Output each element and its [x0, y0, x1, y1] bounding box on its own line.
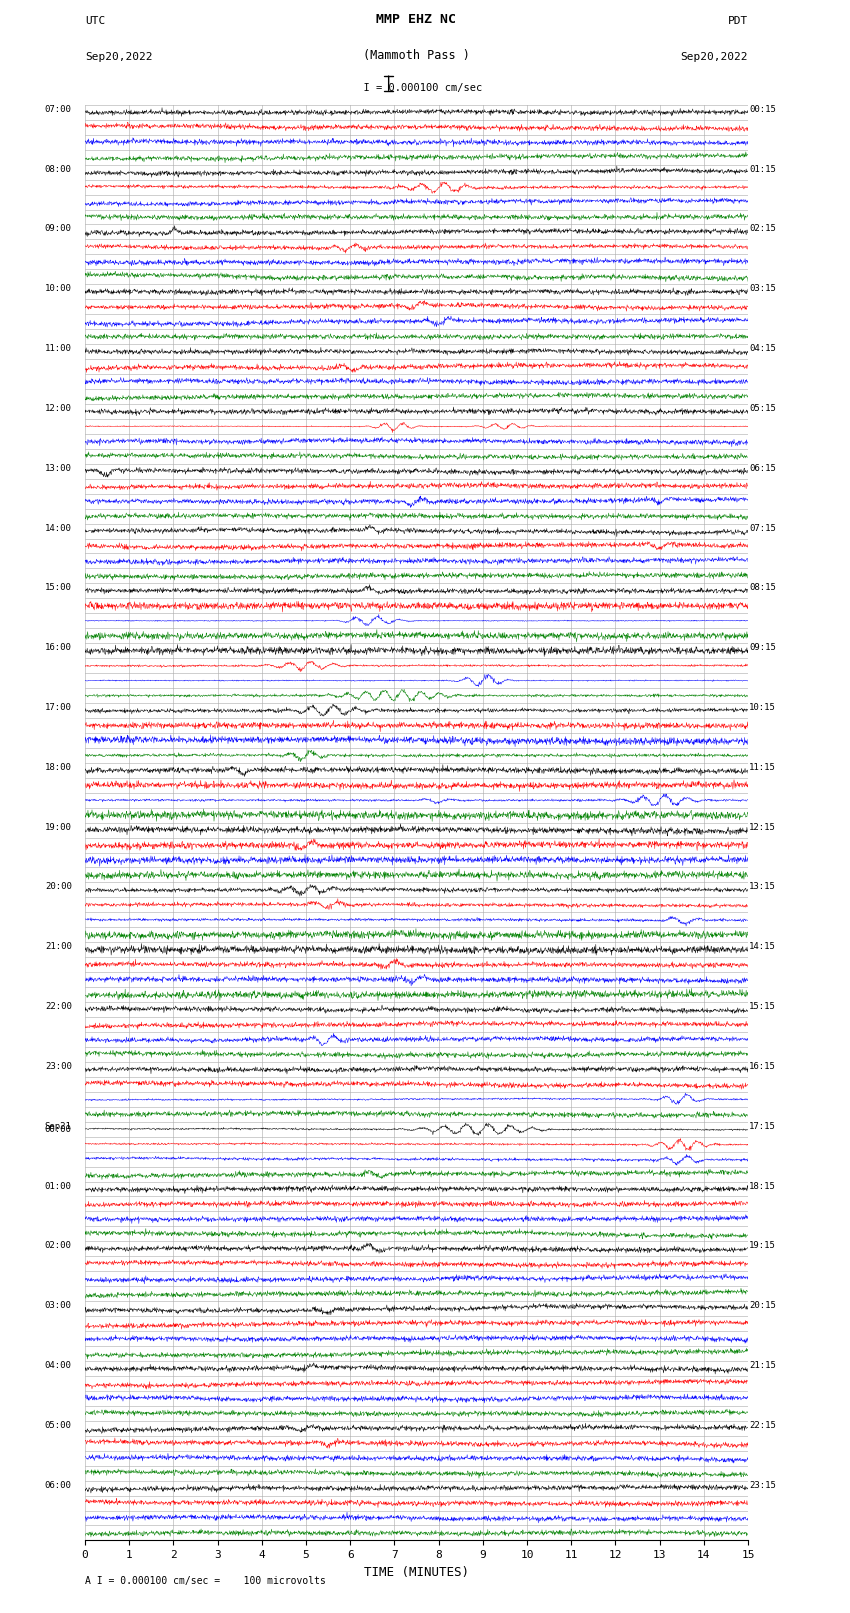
Text: Sep21: Sep21 [45, 1121, 71, 1131]
Text: 19:00: 19:00 [45, 823, 71, 832]
X-axis label: TIME (MINUTES): TIME (MINUTES) [364, 1566, 469, 1579]
Text: 18:00: 18:00 [45, 763, 71, 771]
Text: 04:00: 04:00 [45, 1361, 71, 1369]
Text: Sep20,2022: Sep20,2022 [85, 52, 152, 61]
Text: MMP EHZ NC: MMP EHZ NC [377, 13, 456, 26]
Text: 00:00: 00:00 [45, 1124, 71, 1134]
Text: 17:00: 17:00 [45, 703, 71, 711]
Text: (Mammoth Pass ): (Mammoth Pass ) [363, 48, 470, 61]
Text: 08:00: 08:00 [45, 165, 71, 174]
Text: 12:00: 12:00 [45, 403, 71, 413]
Text: I = 0.000100 cm/sec: I = 0.000100 cm/sec [351, 84, 482, 94]
Text: 11:00: 11:00 [45, 344, 71, 353]
Text: 09:15: 09:15 [750, 644, 776, 652]
Text: 17:15: 17:15 [750, 1121, 776, 1131]
Text: 23:00: 23:00 [45, 1061, 71, 1071]
Text: PDT: PDT [728, 16, 748, 26]
Text: UTC: UTC [85, 16, 105, 26]
Text: 04:15: 04:15 [750, 344, 776, 353]
Text: 00:15: 00:15 [750, 105, 776, 115]
Text: 15:00: 15:00 [45, 584, 71, 592]
Text: 22:00: 22:00 [45, 1002, 71, 1011]
Text: 01:15: 01:15 [750, 165, 776, 174]
Text: 20:15: 20:15 [750, 1302, 776, 1310]
Text: 09:00: 09:00 [45, 224, 71, 234]
Text: 14:00: 14:00 [45, 524, 71, 532]
Text: 18:15: 18:15 [750, 1181, 776, 1190]
Text: 19:15: 19:15 [750, 1242, 776, 1250]
Text: 08:15: 08:15 [750, 584, 776, 592]
Text: 02:00: 02:00 [45, 1242, 71, 1250]
Text: 14:15: 14:15 [750, 942, 776, 952]
Text: 01:00: 01:00 [45, 1181, 71, 1190]
Text: 11:15: 11:15 [750, 763, 776, 771]
Text: 21:15: 21:15 [750, 1361, 776, 1369]
Text: A I = 0.000100 cm/sec =    100 microvolts: A I = 0.000100 cm/sec = 100 microvolts [85, 1576, 326, 1586]
Text: 07:15: 07:15 [750, 524, 776, 532]
Text: 12:15: 12:15 [750, 823, 776, 832]
Text: 13:00: 13:00 [45, 465, 71, 473]
Text: 10:15: 10:15 [750, 703, 776, 711]
Text: 23:15: 23:15 [750, 1481, 776, 1489]
Text: 21:00: 21:00 [45, 942, 71, 952]
Text: 03:15: 03:15 [750, 284, 776, 294]
Text: 13:15: 13:15 [750, 882, 776, 892]
Text: 05:15: 05:15 [750, 403, 776, 413]
Text: 10:00: 10:00 [45, 284, 71, 294]
Text: 20:00: 20:00 [45, 882, 71, 892]
Text: Sep20,2022: Sep20,2022 [681, 52, 748, 61]
Text: 16:00: 16:00 [45, 644, 71, 652]
Text: 07:00: 07:00 [45, 105, 71, 115]
Text: 16:15: 16:15 [750, 1061, 776, 1071]
Text: 15:15: 15:15 [750, 1002, 776, 1011]
Text: 06:15: 06:15 [750, 465, 776, 473]
Text: 06:00: 06:00 [45, 1481, 71, 1489]
Text: 05:00: 05:00 [45, 1421, 71, 1429]
Text: 03:00: 03:00 [45, 1302, 71, 1310]
Text: 02:15: 02:15 [750, 224, 776, 234]
Text: 22:15: 22:15 [750, 1421, 776, 1429]
